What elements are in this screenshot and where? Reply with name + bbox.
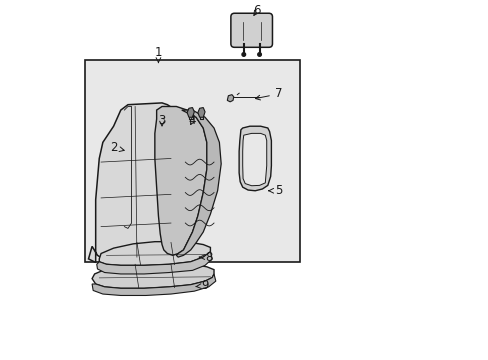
Polygon shape — [88, 103, 178, 266]
Polygon shape — [99, 242, 210, 265]
Text: 6: 6 — [253, 4, 260, 17]
Circle shape — [257, 53, 261, 56]
Text: 3: 3 — [158, 114, 165, 127]
Text: 9: 9 — [195, 279, 208, 292]
Text: 1: 1 — [154, 46, 162, 63]
Polygon shape — [176, 110, 221, 257]
Text: 7: 7 — [255, 87, 282, 100]
Text: 8: 8 — [199, 251, 212, 264]
Polygon shape — [242, 134, 266, 186]
Text: 4: 4 — [188, 114, 196, 127]
FancyBboxPatch shape — [230, 13, 272, 47]
Polygon shape — [92, 274, 215, 296]
Text: 5: 5 — [268, 184, 282, 197]
Polygon shape — [187, 108, 194, 117]
Circle shape — [242, 53, 245, 56]
Bar — [85, 60, 300, 262]
Polygon shape — [92, 264, 214, 288]
Polygon shape — [97, 252, 212, 274]
Polygon shape — [198, 108, 204, 117]
Text: 2: 2 — [110, 141, 124, 154]
Polygon shape — [227, 95, 233, 102]
Polygon shape — [155, 107, 206, 255]
Polygon shape — [239, 126, 271, 191]
